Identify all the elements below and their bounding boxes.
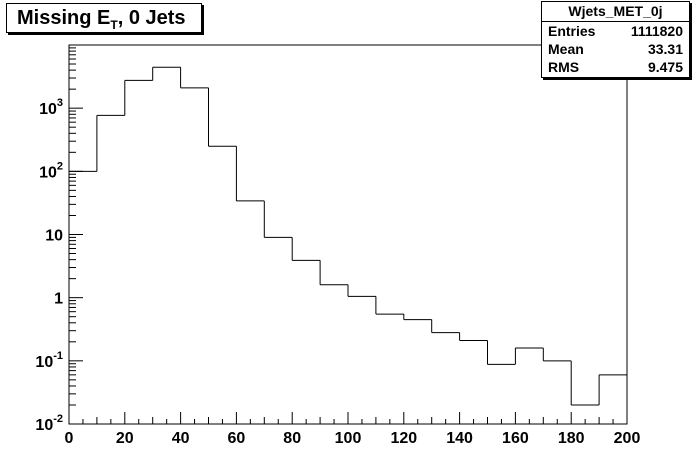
y-tick-label: 102 (39, 160, 63, 181)
y-tick-mantissa: 10 (45, 228, 63, 245)
y-tick-mantissa: 10 (39, 101, 57, 118)
x-tick-label: 0 (65, 430, 74, 447)
stats-key: Entries (548, 23, 596, 39)
stats-value: 9.475 (647, 59, 683, 75)
y-tick-mantissa: 10 (35, 354, 53, 371)
y-tick-mantissa: 10 (39, 164, 57, 181)
y-tick-exponent: -2 (53, 413, 63, 425)
y-tick-mantissa: 1 (54, 291, 63, 308)
stats-key: Mean (548, 41, 584, 57)
x-tick-label: 80 (283, 430, 301, 447)
y-tick-label: 103 (39, 97, 63, 118)
stats-row-mean: Mean 33.31 (542, 40, 689, 58)
title-subscript: T (110, 18, 118, 32)
chart-title: Missing ET, 0 Jets (17, 7, 186, 32)
y-tick-label: 10-2 (35, 413, 63, 434)
title-box: Missing ET, 0 Jets (6, 3, 202, 33)
stats-value: 1111820 (630, 23, 683, 39)
x-tick-label: 40 (172, 430, 190, 447)
x-tick-label: 120 (390, 430, 417, 447)
title-rest: , 0 Jets (117, 7, 186, 29)
x-tick-label: 100 (335, 430, 362, 447)
y-tick-label: 1 (54, 291, 63, 308)
x-tick-label: 20 (116, 430, 134, 447)
stats-row-entries: Entries 1111820 (542, 22, 689, 40)
x-tick-label: 60 (228, 430, 246, 447)
stats-row-rms: RMS 9.475 (542, 58, 689, 76)
x-tick-label: 180 (558, 430, 585, 447)
stats-key: RMS (548, 59, 580, 75)
x-tick-label: 200 (614, 430, 641, 447)
y-tick-exponent: 3 (57, 97, 63, 109)
x-tick-label: 140 (446, 430, 473, 447)
title-main: Missing E (17, 7, 111, 29)
y-tick-exponent: 2 (57, 160, 63, 172)
y-tick-label: 10-1 (35, 350, 63, 371)
stats-value: 33.31 (647, 41, 683, 57)
y-tick-exponent: -1 (53, 350, 63, 362)
plot-frame (68, 44, 628, 425)
x-tick-label: 160 (502, 430, 529, 447)
y-tick-mantissa: 10 (35, 417, 53, 434)
stats-title: Wjets_MET_0j (542, 2, 689, 22)
y-tick-label: 10 (45, 228, 63, 245)
stats-box: Wjets_MET_0j Entries 1111820 Mean 33.31 … (541, 1, 690, 78)
